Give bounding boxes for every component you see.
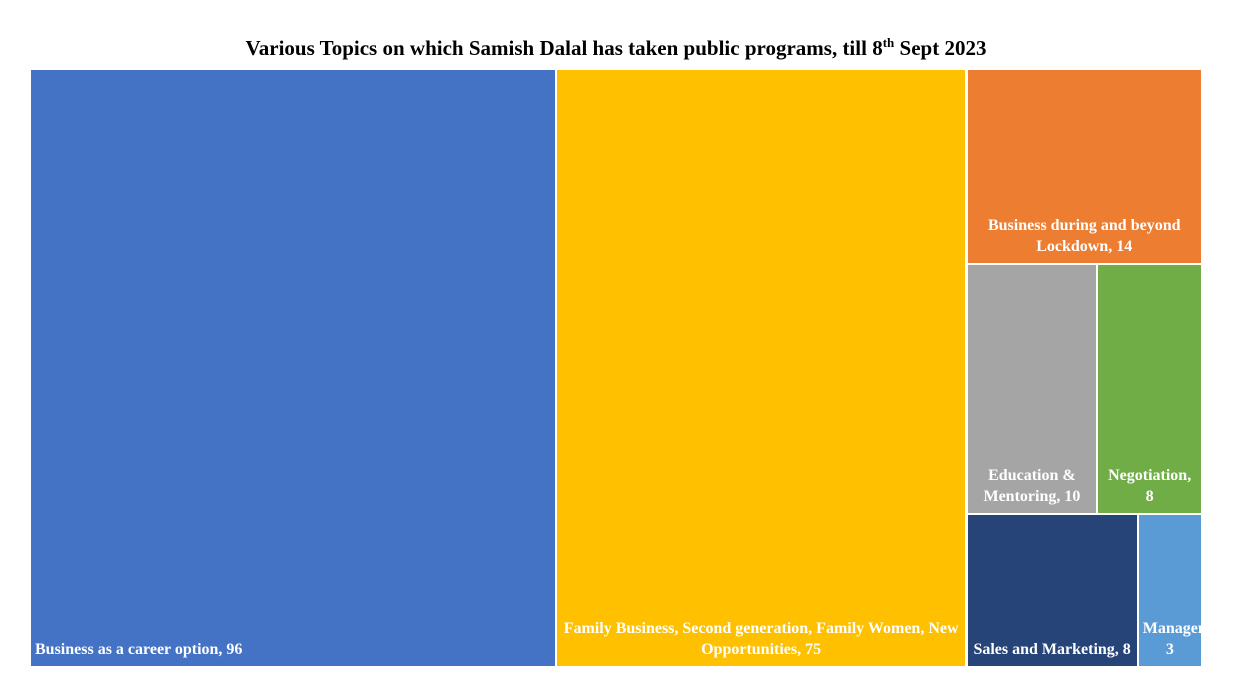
tile-education-mentoring: Education & Mentoring, 10 [967, 264, 1097, 513]
tile-negotiation-label: Negotiation, 8 [1108, 467, 1192, 505]
tile-management: Management, 3 [1138, 515, 1237, 666]
tile-negotiation: Negotiation, 8 [1098, 264, 1201, 513]
tile-family-business: Family Business, Second generation, Fami… [556, 70, 966, 666]
chart-title: Various Topics on which Samish Dalal has… [0, 36, 1232, 61]
tile-management-label: Management, 3 [1142, 619, 1237, 658]
tile-family-business-label: Family Business, Second generation, Fami… [563, 620, 959, 658]
tile-lockdown: Business during and beyond Lockdown, 14 [967, 70, 1201, 263]
chart-title-tail: Sept 2023 [894, 36, 987, 60]
tile-lockdown-label: Business during and beyond Lockdown, 14 [987, 216, 1181, 255]
tile-sales-marketing: Sales and Marketing, 8 [967, 515, 1137, 666]
tile-education-mentoring-label: Education & Mentoring, 10 [983, 467, 1081, 505]
chart-title-superscript: th [882, 35, 895, 50]
chart-title-main: Various Topics on which Samish Dalal has… [245, 36, 883, 60]
tile-business-career-label: Business as a career option, 96 [35, 641, 243, 658]
tile-sales-marketing-label: Sales and Marketing, 8 [973, 640, 1131, 658]
tile-business-career: Business as a career option, 96 [31, 70, 555, 666]
